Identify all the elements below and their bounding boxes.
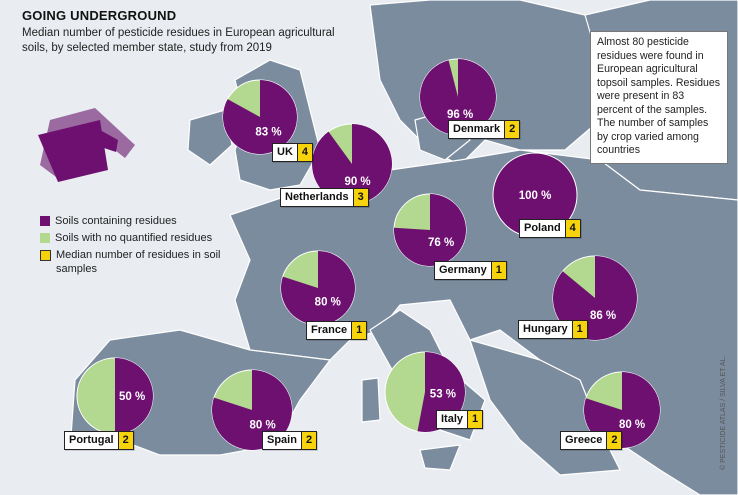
median-badge-netherlands: 3 bbox=[352, 189, 368, 206]
median-badge-hungary: 1 bbox=[571, 321, 587, 338]
pie-value-uk: 83 % bbox=[255, 126, 281, 138]
pie-value-italy: 53 % bbox=[430, 389, 456, 401]
pie-france: 80 % bbox=[280, 250, 356, 326]
legend-label-median: Median number of residues in soil sample… bbox=[56, 249, 221, 275]
map-subtitle: Median number of pesticide residues in E… bbox=[22, 27, 335, 54]
pie-denmark: 96 % bbox=[419, 58, 497, 136]
map-title: GOING UNDERGROUND bbox=[22, 8, 177, 23]
pie-value-portugal: 50 % bbox=[119, 391, 145, 403]
country-name-denmark: Denmark bbox=[453, 123, 501, 135]
country-name-hungary: Hungary bbox=[523, 323, 568, 335]
pie-netherlands: 90 % bbox=[311, 123, 393, 205]
country-name-italy: Italy bbox=[441, 413, 464, 425]
pie-germany: 76 % bbox=[393, 193, 467, 267]
pie-slice-residues-portugal bbox=[115, 358, 153, 434]
median-badge-greece: 2 bbox=[606, 432, 622, 449]
legend-swatch-no-residues bbox=[40, 233, 50, 243]
credit: © PESTICIDE ATLAS / SILVA ET AL. bbox=[720, 355, 727, 470]
legend-item-no-residues: Soils with no quantified residues bbox=[40, 231, 226, 245]
median-badge-germany: 1 bbox=[490, 262, 506, 279]
country-label-denmark: Denmark 2 bbox=[448, 120, 521, 139]
country-label-hungary: Hungary 1 bbox=[518, 320, 588, 339]
pie-slice-residues-denmark bbox=[420, 59, 496, 135]
pie-slice-residues-germany bbox=[394, 194, 466, 266]
pie-portugal: 50 % bbox=[76, 357, 154, 435]
median-badge-france: 1 bbox=[351, 322, 367, 339]
country-name-france: France bbox=[311, 324, 348, 336]
country-name-greece: Greece bbox=[565, 434, 603, 446]
pie-slice-residues-netherlands bbox=[312, 124, 392, 204]
pie-slice-residues-uk bbox=[223, 80, 298, 155]
country-name-portugal: Portugal bbox=[69, 434, 114, 446]
pie-value-greece: 80 % bbox=[619, 419, 645, 431]
median-badge-italy: 1 bbox=[467, 411, 483, 428]
pie-value-germany: 76 % bbox=[428, 237, 454, 249]
median-badge-portugal: 2 bbox=[117, 432, 133, 449]
country-label-greece: Greece 2 bbox=[560, 431, 623, 450]
pie-value-france: 80 % bbox=[315, 296, 341, 308]
watering-can-icon bbox=[38, 108, 135, 182]
pie-hungary: 86 % bbox=[552, 255, 638, 341]
pie-slice-residues-greece bbox=[583, 372, 661, 448]
country-label-portugal: Portugal 2 bbox=[64, 431, 134, 450]
country-name-poland: Poland bbox=[524, 222, 561, 234]
legend-label-no-residues: Soils with no quantified residues bbox=[55, 232, 213, 244]
pie-value-hungary: 86 % bbox=[590, 310, 616, 322]
country-label-germany: Germany 1 bbox=[434, 261, 507, 280]
pie-slice-residues-france bbox=[281, 251, 356, 325]
pie-value-spain: 80 % bbox=[249, 420, 275, 432]
median-badge-spain: 2 bbox=[300, 432, 317, 449]
legend-swatch-residues bbox=[40, 216, 50, 226]
pie-value-poland: 100 % bbox=[519, 190, 552, 202]
country-name-netherlands: Netherlands bbox=[285, 191, 349, 203]
pie-value-netherlands: 90 % bbox=[344, 176, 370, 188]
country-label-netherlands: Netherlands 3 bbox=[280, 188, 369, 207]
legend-item-median: Median number of residues in soil sample… bbox=[40, 248, 226, 276]
country-name-uk: UK bbox=[277, 146, 293, 158]
country-name-germany: Germany bbox=[439, 264, 487, 276]
pie-poland: 100 % bbox=[492, 152, 578, 238]
pie-spain: 80 % bbox=[211, 369, 293, 451]
legend-label-residues: Soils containing residues bbox=[55, 215, 177, 227]
info-note: Almost 80 pesticide residues were found … bbox=[590, 31, 728, 164]
country-label-uk: UK 4 bbox=[272, 143, 314, 162]
median-badge-poland: 4 bbox=[564, 220, 580, 237]
pie-uk: 83 % bbox=[222, 79, 298, 155]
country-label-spain: Spain 2 bbox=[262, 431, 318, 450]
country-label-france: France 1 bbox=[306, 321, 368, 340]
legend: Soils containing residues Soils with no … bbox=[40, 214, 226, 279]
median-badge-uk: 4 bbox=[296, 144, 313, 161]
country-label-poland: Poland 4 bbox=[519, 219, 581, 238]
pie-slice-residues-spain bbox=[211, 370, 292, 451]
legend-item-residues: Soils containing residues bbox=[40, 214, 226, 228]
pie-value-denmark: 96 % bbox=[447, 109, 473, 121]
median-badge-denmark: 2 bbox=[504, 121, 520, 138]
legend-swatch-median bbox=[40, 250, 51, 261]
country-name-spain: Spain bbox=[267, 434, 297, 446]
pie-greece: 80 % bbox=[583, 371, 661, 449]
pie-slice-residues-hungary bbox=[553, 256, 637, 341]
country-label-italy: Italy 1 bbox=[436, 410, 484, 429]
